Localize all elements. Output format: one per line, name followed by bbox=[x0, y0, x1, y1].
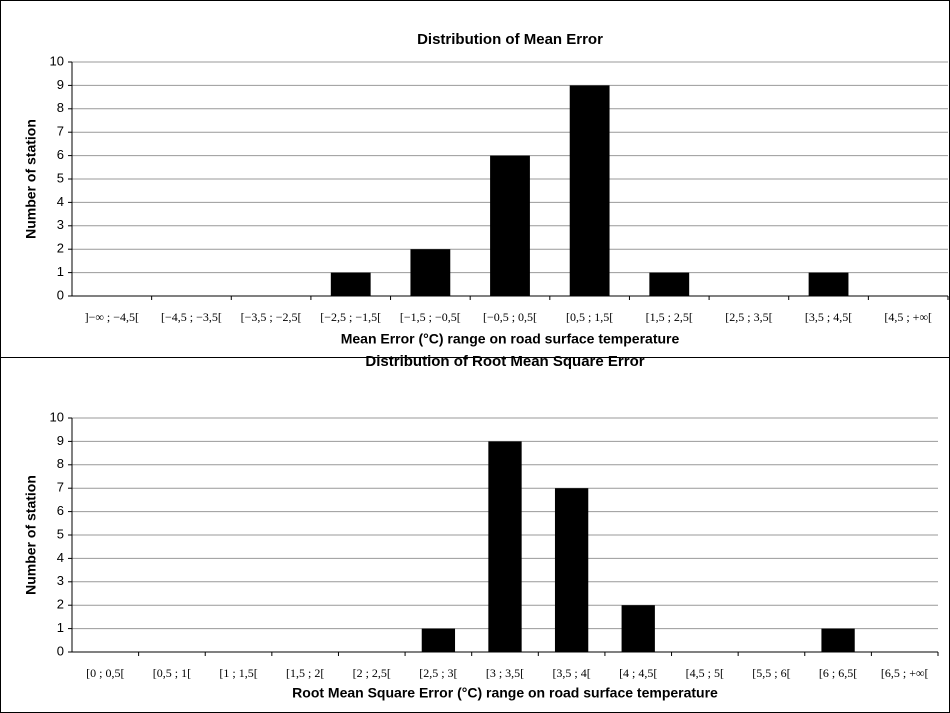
x-tick-label: [4,5 ; +∞[ bbox=[884, 310, 932, 324]
x-tick-label: [0,5 ; 1[ bbox=[153, 666, 191, 680]
y-tick-label: 9 bbox=[57, 433, 64, 448]
x-tick-label: [3,5 ; 4[ bbox=[552, 666, 590, 680]
y-tick-label: 1 bbox=[57, 620, 64, 635]
chart-title: Distribution of Mean Error bbox=[417, 31, 603, 48]
x-tick-label: [−1,5 ; −0,5[ bbox=[400, 310, 461, 324]
x-tick-label: [−3,5 ; −2,5[ bbox=[241, 310, 302, 324]
x-axis-label: Mean Error (°C) range on road surface te… bbox=[341, 331, 680, 347]
y-tick-label: 4 bbox=[57, 550, 64, 565]
y-tick-label: 7 bbox=[57, 124, 64, 139]
chart-title: Distribution of Root Mean Square Error bbox=[365, 353, 644, 370]
x-tick-label: [6 ; 6,5[ bbox=[819, 666, 857, 680]
y-tick-label: 3 bbox=[57, 217, 64, 232]
y-tick-label: 0 bbox=[57, 287, 64, 302]
y-tick-label: 5 bbox=[57, 526, 64, 541]
y-tick-label: 2 bbox=[57, 597, 64, 612]
x-tick-label: [6,5 ; +∞[ bbox=[881, 666, 929, 680]
x-tick-label: [−4,5 ; −3,5[ bbox=[161, 310, 222, 324]
y-tick-label: 4 bbox=[57, 194, 64, 209]
bar bbox=[490, 155, 530, 296]
y-axis-label: Number of station bbox=[23, 475, 39, 595]
x-tick-label: ]−∞ ; −4,5[ bbox=[85, 310, 139, 324]
y-tick-label: 10 bbox=[50, 409, 64, 424]
y-tick-label: 3 bbox=[57, 573, 64, 588]
y-tick-label: 2 bbox=[57, 241, 64, 256]
bar bbox=[649, 272, 690, 296]
x-tick-label: [2,5 ; 3[ bbox=[419, 666, 457, 680]
bar bbox=[488, 441, 522, 652]
x-tick-label: [2,5 ; 3,5[ bbox=[725, 310, 772, 324]
y-tick-label: 9 bbox=[57, 77, 64, 92]
x-axis-label: Root Mean Square Error (°C) range on roa… bbox=[292, 685, 718, 701]
y-tick-label: 8 bbox=[57, 100, 64, 115]
y-tick-label: 6 bbox=[57, 147, 64, 162]
x-tick-label: [−0,5 ; 0,5[ bbox=[483, 310, 537, 324]
bar bbox=[554, 488, 589, 652]
bar bbox=[808, 272, 849, 296]
x-tick-label: [4,5 ; 5[ bbox=[686, 666, 724, 680]
x-tick-label: [2 ; 2,5[ bbox=[353, 666, 391, 680]
x-tick-label: [−2,5 ; −1,5[ bbox=[320, 310, 381, 324]
y-tick-label: 7 bbox=[57, 480, 64, 495]
bar bbox=[621, 605, 655, 652]
bar bbox=[569, 85, 610, 297]
x-tick-label: [3 ; 3,5[ bbox=[486, 666, 524, 680]
y-axis-label: Number of station bbox=[23, 119, 39, 239]
x-tick-label: [0,5 ; 1,5[ bbox=[566, 310, 613, 324]
y-tick-label: 6 bbox=[57, 503, 64, 518]
bar bbox=[821, 628, 855, 652]
y-tick-label: 0 bbox=[57, 643, 64, 658]
bar bbox=[410, 249, 451, 296]
x-tick-label: [1 ; 1,5[ bbox=[219, 666, 257, 680]
x-tick-label: [4 ; 4,5[ bbox=[619, 666, 657, 680]
bar bbox=[330, 272, 371, 296]
x-tick-label: [0 ; 0,5[ bbox=[86, 666, 124, 680]
x-tick-label: [1,5 ; 2[ bbox=[286, 666, 324, 680]
y-tick-label: 10 bbox=[50, 53, 64, 68]
x-tick-label: [3,5 ; 4,5[ bbox=[805, 310, 852, 324]
y-tick-label: 5 bbox=[57, 170, 64, 185]
x-tick-label: [1,5 ; 2,5[ bbox=[646, 310, 693, 324]
bar bbox=[421, 628, 456, 652]
y-tick-label: 1 bbox=[57, 264, 64, 279]
x-tick-label: [5,5 ; 6[ bbox=[752, 666, 790, 680]
y-tick-label: 8 bbox=[57, 456, 64, 471]
